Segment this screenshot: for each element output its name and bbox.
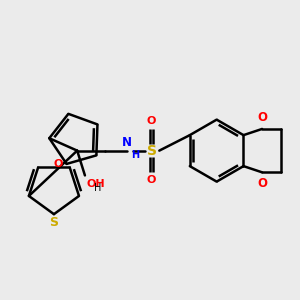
Text: O: O xyxy=(53,159,63,169)
Text: H: H xyxy=(94,183,102,193)
Text: S: S xyxy=(147,144,157,158)
Text: O: O xyxy=(258,177,268,190)
Text: OH: OH xyxy=(86,178,105,188)
Text: O: O xyxy=(258,111,268,124)
Text: S: S xyxy=(50,216,58,229)
Text: O: O xyxy=(147,116,156,126)
Text: O: O xyxy=(147,176,156,185)
Text: N: N xyxy=(122,136,132,149)
Text: H: H xyxy=(131,150,140,160)
